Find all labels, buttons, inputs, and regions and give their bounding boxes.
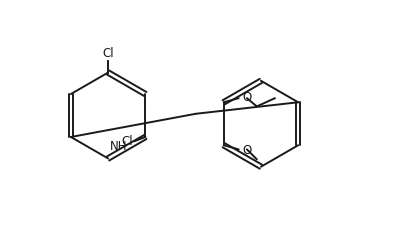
Text: NH: NH: [110, 140, 127, 153]
Text: Cl: Cl: [102, 47, 114, 60]
Text: O: O: [242, 91, 251, 104]
Text: O: O: [242, 144, 251, 157]
Text: Cl: Cl: [121, 135, 133, 148]
